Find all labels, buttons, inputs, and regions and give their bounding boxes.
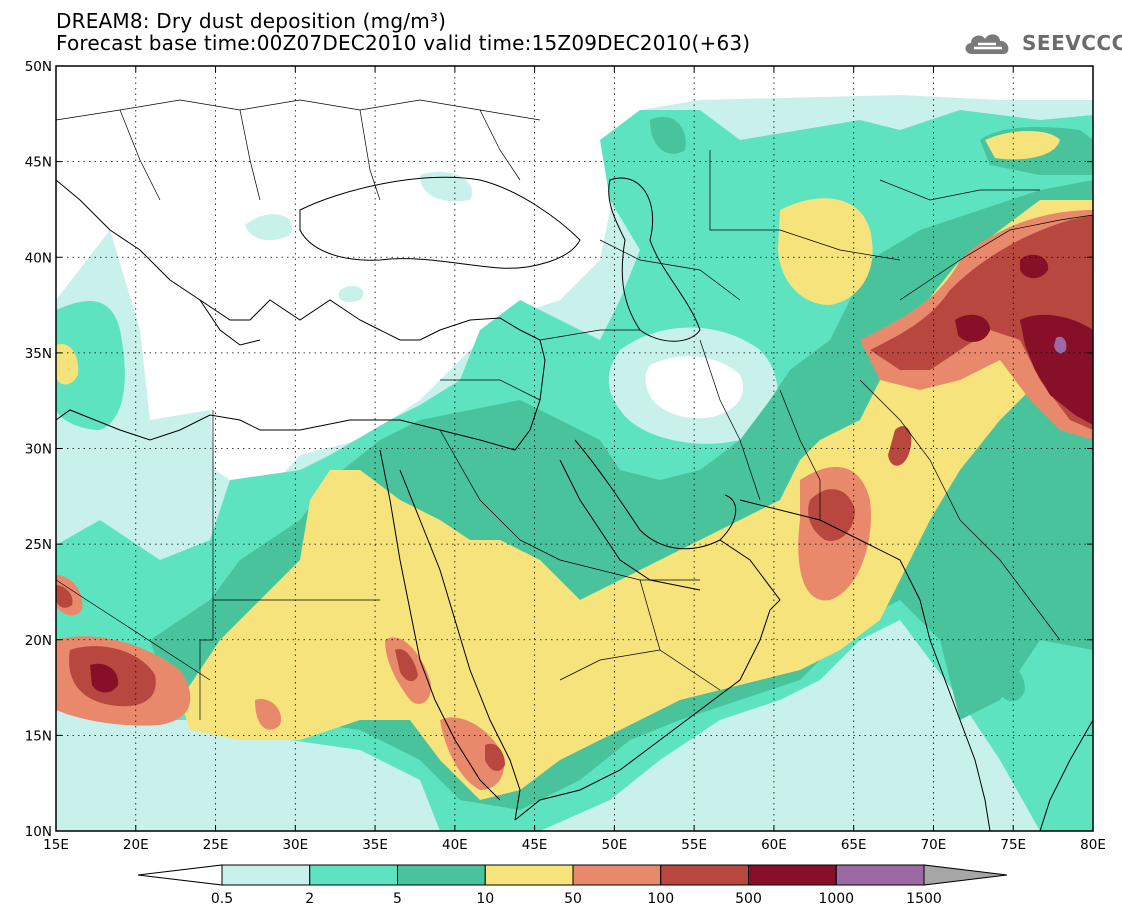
colorbar-swatch	[221, 864, 311, 886]
colorbar-label: 5	[393, 891, 402, 907]
lat-tick-label: 15N	[25, 728, 52, 744]
colorbar-label: 2	[305, 891, 314, 907]
band-500-1000	[90, 254, 1093, 693]
forecast-time-subtitle: Forecast base time:00Z07DEC2010 valid ti…	[56, 31, 751, 55]
lon-tick-label: 20E	[123, 837, 149, 853]
lon-tick-label: 75E	[1000, 837, 1026, 853]
colorbar-swatch	[835, 864, 925, 886]
map-axes: 15E 20E 25E 30E 35E 40E 45E 50E 55E 60E 65E 70E 75E 8…	[25, 59, 1106, 853]
colorbar-label: 1000	[818, 891, 854, 907]
colorbar-label: 50	[564, 891, 582, 907]
lon-tick-label: 70E	[921, 837, 947, 853]
colorbar-label: 1500	[906, 891, 942, 907]
lon-tick-label: 35E	[362, 837, 388, 853]
lat-tick-label: 25N	[25, 537, 52, 553]
lon-tick-label: 50E	[602, 837, 628, 853]
lon-tick-label: 40E	[442, 837, 468, 853]
band-1000-1500	[1054, 336, 1067, 354]
lat-tick-label: 10N	[25, 824, 52, 840]
colorbar-under-arrow	[137, 864, 223, 886]
colorbar-swatch	[309, 864, 398, 886]
lon-tick-label: 55E	[681, 837, 707, 853]
colorbar-label: 100	[647, 891, 674, 907]
map-title: DREAM8: Dry dust deposition (mg/m³)	[56, 9, 447, 33]
colorbar-over-arrow	[923, 864, 1008, 886]
colorbar-swatch	[397, 864, 486, 886]
lon-tick-label: 25E	[203, 837, 229, 853]
lon-tick-label: 65E	[841, 837, 867, 853]
colorbar-swatch	[484, 864, 574, 886]
coastlines	[56, 176, 1093, 831]
lon-tick-label: 30E	[282, 837, 308, 853]
seevccc-logo: SEEVCCC	[962, 28, 1122, 58]
colorbar-label: 500	[735, 891, 762, 907]
lon-tick-label: 80E	[1080, 837, 1106, 853]
clear-area-core	[645, 356, 744, 419]
lon-tick-label: 15E	[43, 837, 69, 853]
colorbar-label: 10	[476, 891, 494, 907]
lon-tick-label: 60E	[761, 837, 787, 853]
lat-tick-label: 40N	[25, 250, 52, 266]
lat-tick-label: 45N	[25, 155, 52, 171]
lat-tick-label: 35N	[25, 346, 52, 362]
colorbar-swatch	[748, 864, 837, 886]
graticule	[56, 66, 1093, 831]
cloud-icon	[965, 34, 1009, 54]
colorbar-swatch	[572, 864, 662, 886]
colorbar-swatch	[660, 864, 749, 886]
colorbar-label: 0.5	[211, 891, 233, 907]
lon-tick-label: 45E	[522, 837, 548, 853]
lat-tick-label: 30N	[25, 442, 52, 458]
colorbar: 0.5 2 5 10 50 100 500 1000 1500	[137, 864, 1008, 907]
lat-tick-label: 20N	[25, 633, 52, 649]
lat-tick-label: 50N	[25, 59, 52, 75]
logo-text: SEEVCCC	[1022, 31, 1122, 55]
country-borders	[56, 99, 1093, 720]
